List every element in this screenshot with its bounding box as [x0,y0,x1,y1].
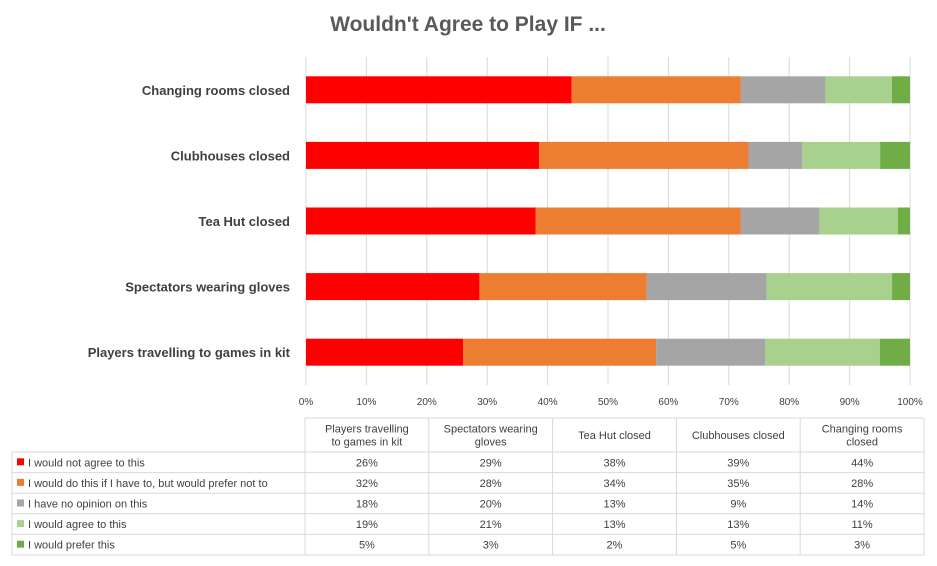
bar-segment [539,141,749,169]
bar-segment [306,273,480,301]
legend-swatch [17,478,24,486]
category-label: Clubhouses closed [171,148,290,163]
x-tick-label: 50% [598,397,618,408]
table-cell: 11% [851,519,872,531]
table-cell: 26% [356,457,378,469]
chart-title: Wouldn't Agree to Play IF ... [330,13,606,36]
bar-segment [479,273,647,301]
bars [306,76,910,366]
table-cell: 28% [851,478,873,490]
bar-segment [892,273,910,301]
x-tick-label: 80% [779,397,799,408]
data-table: Players travelling to games in kit Spectat… [11,417,925,556]
bar-segment [463,338,657,366]
table-header: Tea Hut closed [578,430,651,442]
legend-swatch [17,520,24,528]
bar-segment [535,207,741,235]
table-cell: 5% [359,540,375,552]
x-tick-label: 90% [840,397,860,408]
bar-segment [306,76,572,104]
table-cell: 3% [854,540,870,552]
legend-label: I have no opinion on this [28,499,148,511]
bar-segment [740,207,820,235]
bar-segment [802,141,881,169]
bar-segment [897,207,910,235]
table-cell: 21% [480,519,502,531]
bar-segment [879,338,910,366]
legend-label: I would not agree to this [28,457,145,469]
bar-segment [891,76,910,104]
bar-segment [819,207,898,235]
x-tick-label: 0% [299,397,314,408]
table-cell: 28% [480,478,502,490]
legend-label: I would prefer this [28,540,115,552]
table-cell: 32% [356,478,378,490]
category-label: Changing rooms closed [142,83,290,98]
table-cell: 13% [603,519,625,531]
bar-segment [571,76,741,104]
legend-label: I would do this if I have to, but would … [28,478,268,490]
table-cell: 38% [603,457,625,469]
bar-segment [646,273,767,301]
x-tick-label: 60% [658,397,678,408]
table-cell: 2% [607,540,623,552]
bar-segment [766,273,893,301]
table-cell: 35% [727,478,749,490]
x-tick-label: 100% [897,397,923,408]
bar-segment [656,338,766,366]
legend-swatch [17,458,24,466]
legend-swatch [17,499,24,507]
x-tick-label: 70% [719,397,739,408]
table-cell: 44% [851,457,873,469]
bar-segment [825,76,892,104]
table-cell: 39% [727,457,749,469]
x-tick-label: 20% [417,397,437,408]
legend-swatch [17,540,24,548]
table-cell: 13% [727,519,749,531]
x-tick-label: 40% [538,397,558,408]
table-cell: 5% [730,540,746,552]
table-cell: 29% [480,457,502,469]
category-labels: Changing rooms closed Clubhouses closed Te… [88,83,291,360]
category-label: Spectators wearing gloves [125,280,290,295]
table-cell: 34% [603,478,625,490]
table-cell: 19% [356,519,378,531]
table-cell: 14% [851,499,873,511]
category-label: Tea Hut closed [198,214,290,229]
bar-segment [765,338,880,366]
table-cell: 3% [483,540,499,552]
table-header: Spectators wearing gloves [444,424,538,449]
x-tick-label: 30% [477,397,497,408]
bar-segment [748,141,803,169]
legend-label: I would agree to this [28,519,127,531]
table-header: Clubhouses closed [692,430,785,442]
table-header: Changing rooms closed [822,424,903,449]
table-header: Players travelling to games in kit [325,424,409,449]
category-label: Players travelling to games in kit [88,345,291,360]
table-cell: 9% [730,499,746,511]
x-axis-ticks: 0% 10% 20% 30% 40% 50% 60% 70% 80% 90% 100% [299,397,923,408]
x-tick-label: 10% [356,397,376,408]
table-cell: 18% [356,499,378,511]
bar-segment [740,76,826,104]
bar-segment [306,338,464,366]
table-cell: 20% [480,499,502,511]
table-cell: 13% [603,499,625,511]
bar-segment [306,207,536,235]
bar-segment [880,141,910,169]
bar-segment [306,141,540,169]
